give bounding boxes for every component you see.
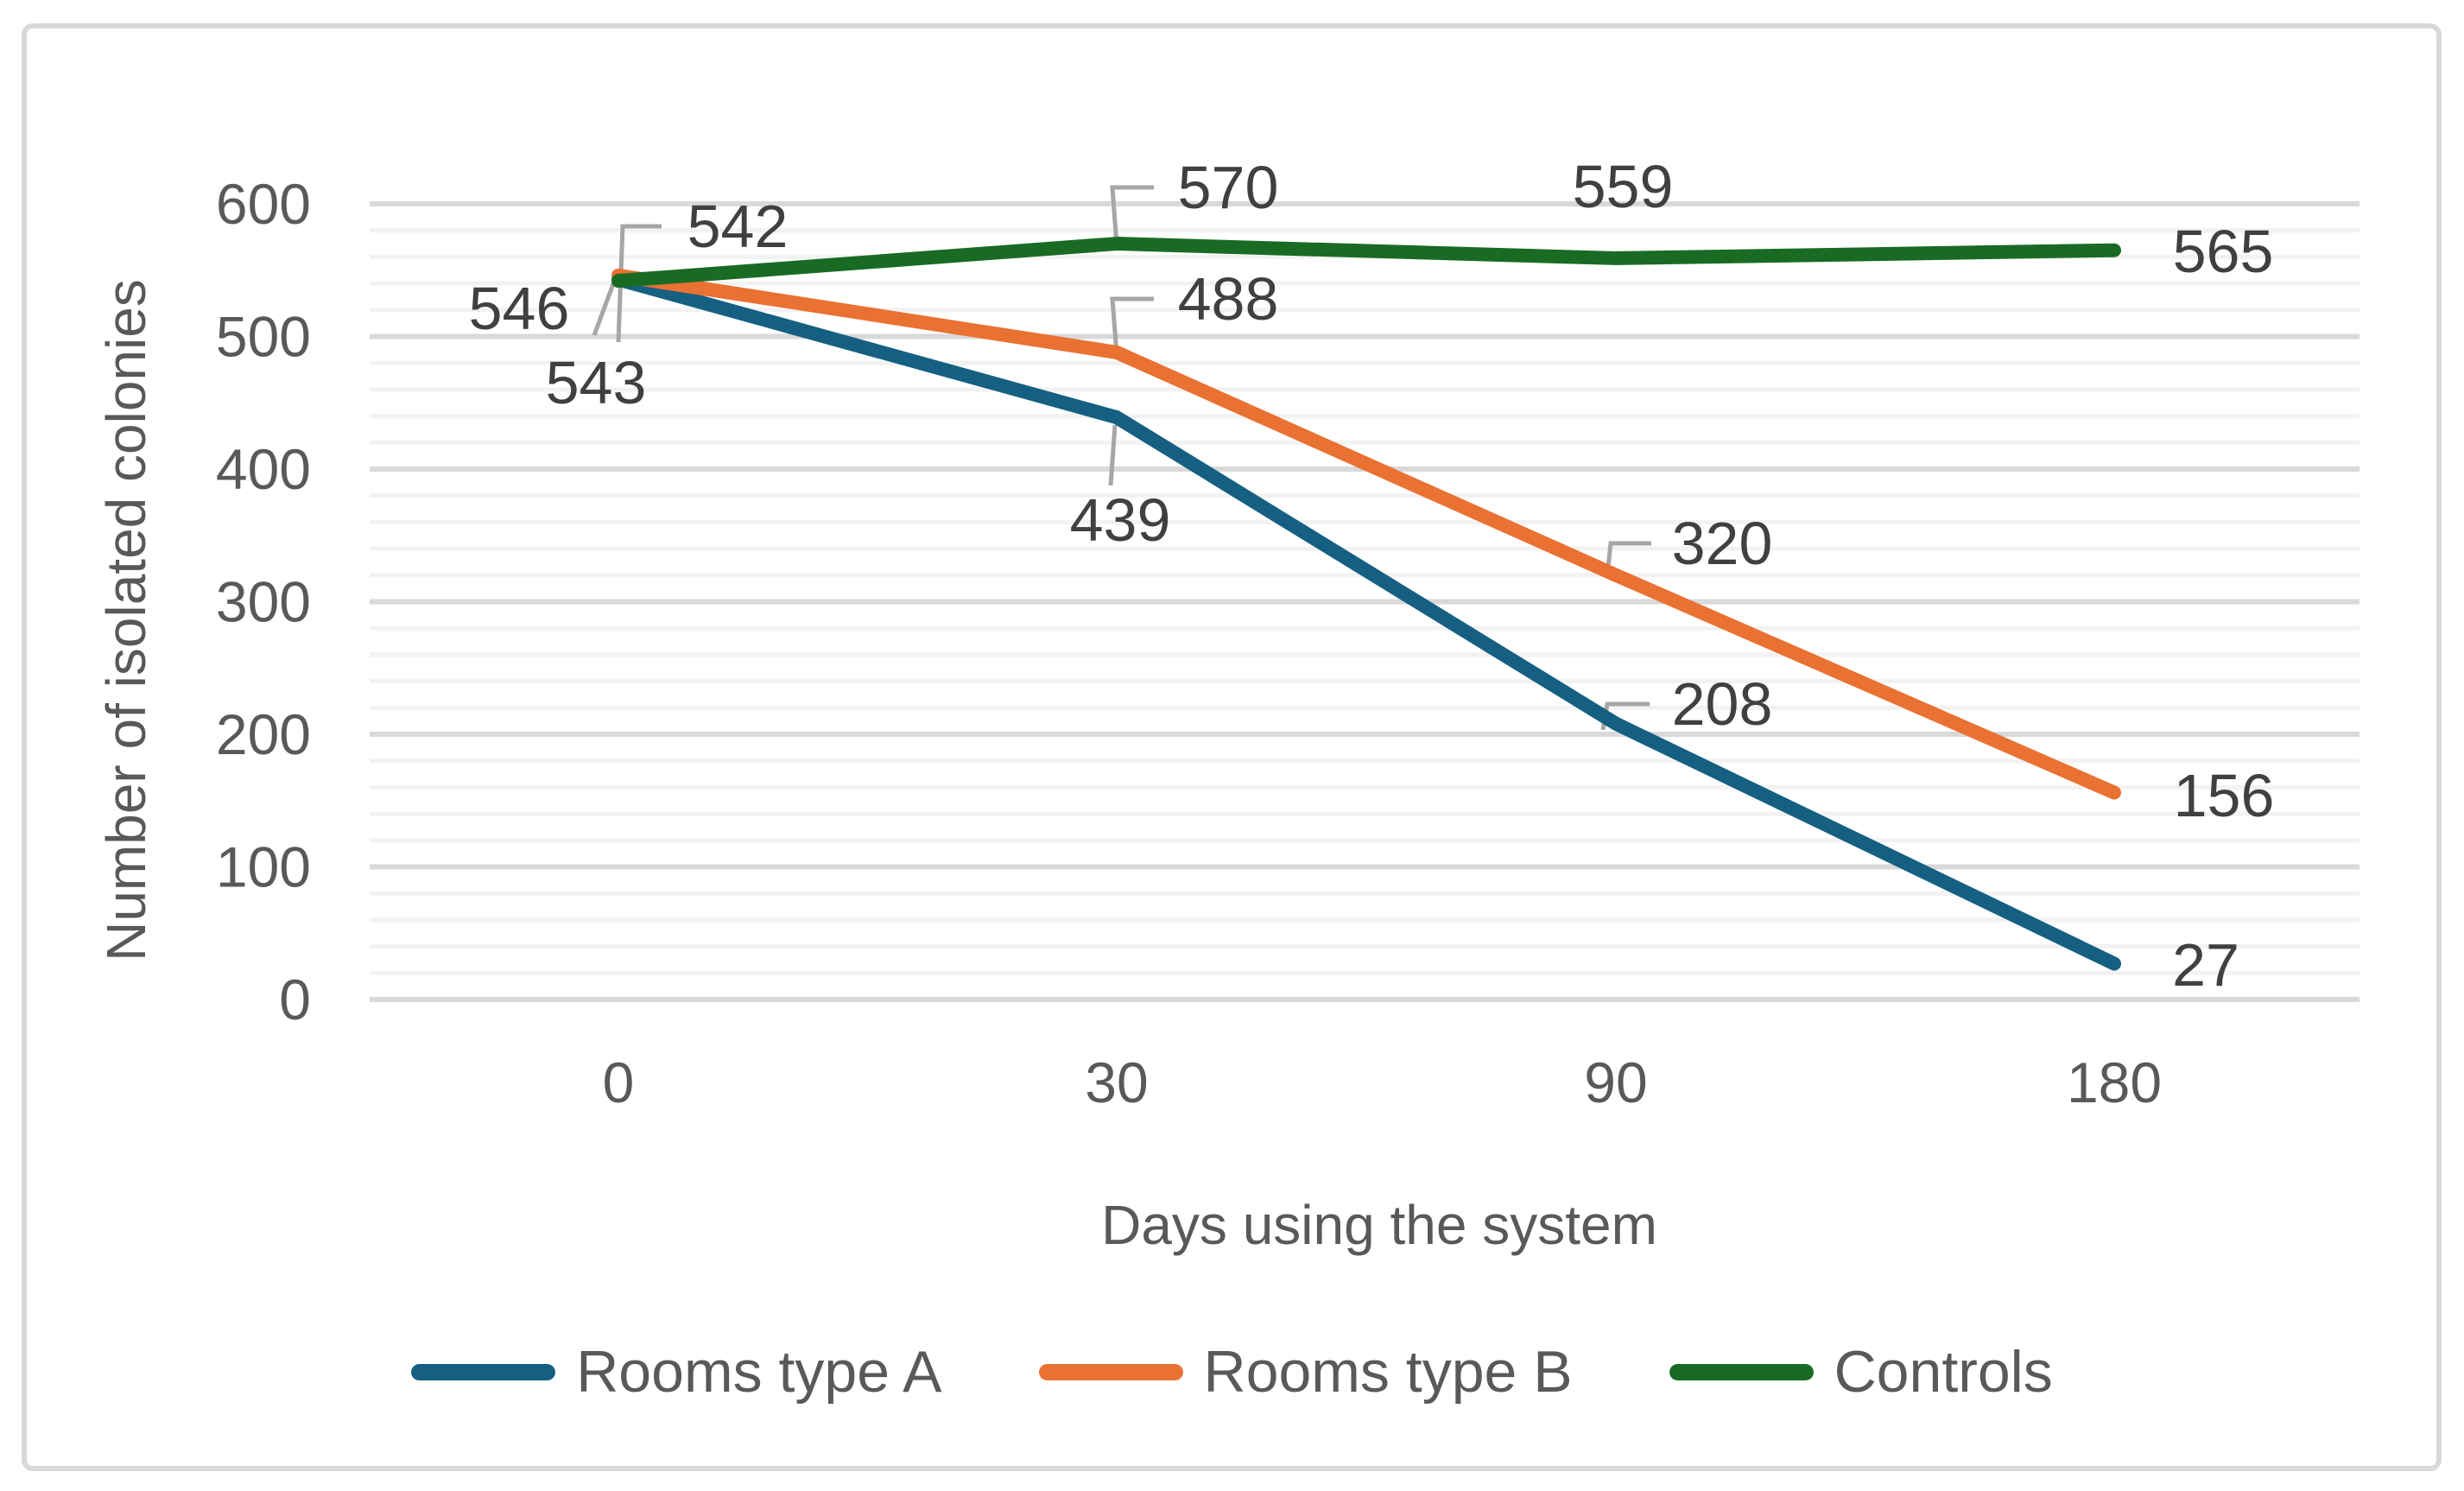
data-label-rooms-type-a-day-90: 208 bbox=[1672, 670, 1773, 738]
data-labels: 543 439 208 27 546 488 320 156 542 570 559 565 bbox=[469, 153, 2275, 999]
data-label-controls-day-0: 542 bbox=[687, 193, 789, 260]
data-label-rooms-type-b-day-90: 320 bbox=[1672, 510, 1773, 577]
leader-line-controls-day-0 bbox=[616, 224, 662, 343]
y-tick-label-0: 0 bbox=[279, 968, 311, 1031]
leader-line-rooms-type-b-day-30 bbox=[1110, 296, 1154, 355]
data-label-rooms-type-a-day-30: 439 bbox=[1070, 486, 1171, 554]
legend: Rooms type A Rooms type B Controls bbox=[0, 1337, 2464, 1406]
x-axis-tick-labels: 0 30 90 180 bbox=[603, 1050, 2162, 1114]
data-label-rooms-type-b-day-0: 546 bbox=[469, 275, 570, 342]
y-axis-title: Number of isolated colonies bbox=[95, 279, 157, 961]
legend-label-controls: Controls bbox=[1834, 1339, 2053, 1405]
legend-swatch-controls bbox=[1669, 1363, 1814, 1380]
legend-swatch-rooms-type-b bbox=[1038, 1363, 1183, 1380]
x-axis-title: Days using the system bbox=[1101, 1194, 1657, 1256]
legend-label-rooms-type-b: Rooms type B bbox=[1203, 1339, 1573, 1405]
y-tick-label-600: 600 bbox=[216, 172, 311, 236]
series-line-rooms-type-a bbox=[611, 272, 2121, 971]
y-tick-label-400: 400 bbox=[216, 437, 311, 501]
data-label-controls-day-180: 565 bbox=[2173, 218, 2274, 285]
legend-item-rooms-type-b: Rooms type B bbox=[1038, 1339, 1573, 1405]
data-label-rooms-type-a-day-0: 543 bbox=[546, 349, 647, 416]
data-label-controls-day-30: 570 bbox=[1178, 154, 1279, 221]
data-label-rooms-type-b-day-30: 488 bbox=[1178, 265, 1279, 333]
legend-label-rooms-type-a: Rooms type A bbox=[576, 1339, 942, 1405]
x-tick-label-0: 0 bbox=[603, 1050, 635, 1114]
leader-line-rooms-type-a-day-30 bbox=[1108, 424, 1118, 486]
major-gridlines bbox=[370, 201, 2359, 1002]
series-line-controls bbox=[611, 237, 2121, 289]
y-tick-label-100: 100 bbox=[216, 835, 311, 899]
x-tick-label-30: 30 bbox=[1085, 1050, 1148, 1114]
series-line-rooms-type-b bbox=[611, 268, 2121, 800]
chart-frame-border bbox=[22, 23, 2442, 1471]
data-label-rooms-type-b-day-180: 156 bbox=[2174, 762, 2275, 829]
data-label-controls-day-90: 559 bbox=[1573, 153, 1674, 220]
series-lines bbox=[611, 237, 2121, 971]
x-tick-label-90: 90 bbox=[1584, 1050, 1647, 1114]
x-tick-label-180: 180 bbox=[2067, 1050, 2162, 1114]
leader-line-controls-day-30 bbox=[1110, 185, 1154, 246]
y-tick-label-200: 200 bbox=[216, 702, 311, 766]
y-tick-label-500: 500 bbox=[216, 305, 311, 369]
data-label-rooms-type-a-day-180: 27 bbox=[2172, 931, 2239, 999]
legend-swatch-rooms-type-a bbox=[411, 1363, 556, 1380]
y-axis-tick-labels: 0 100 200 300 400 500 600 bbox=[216, 172, 311, 1031]
y-tick-label-300: 300 bbox=[216, 570, 311, 634]
legend-item-rooms-type-a: Rooms type A bbox=[411, 1339, 942, 1405]
legend-item-controls: Controls bbox=[1669, 1342, 2053, 1401]
